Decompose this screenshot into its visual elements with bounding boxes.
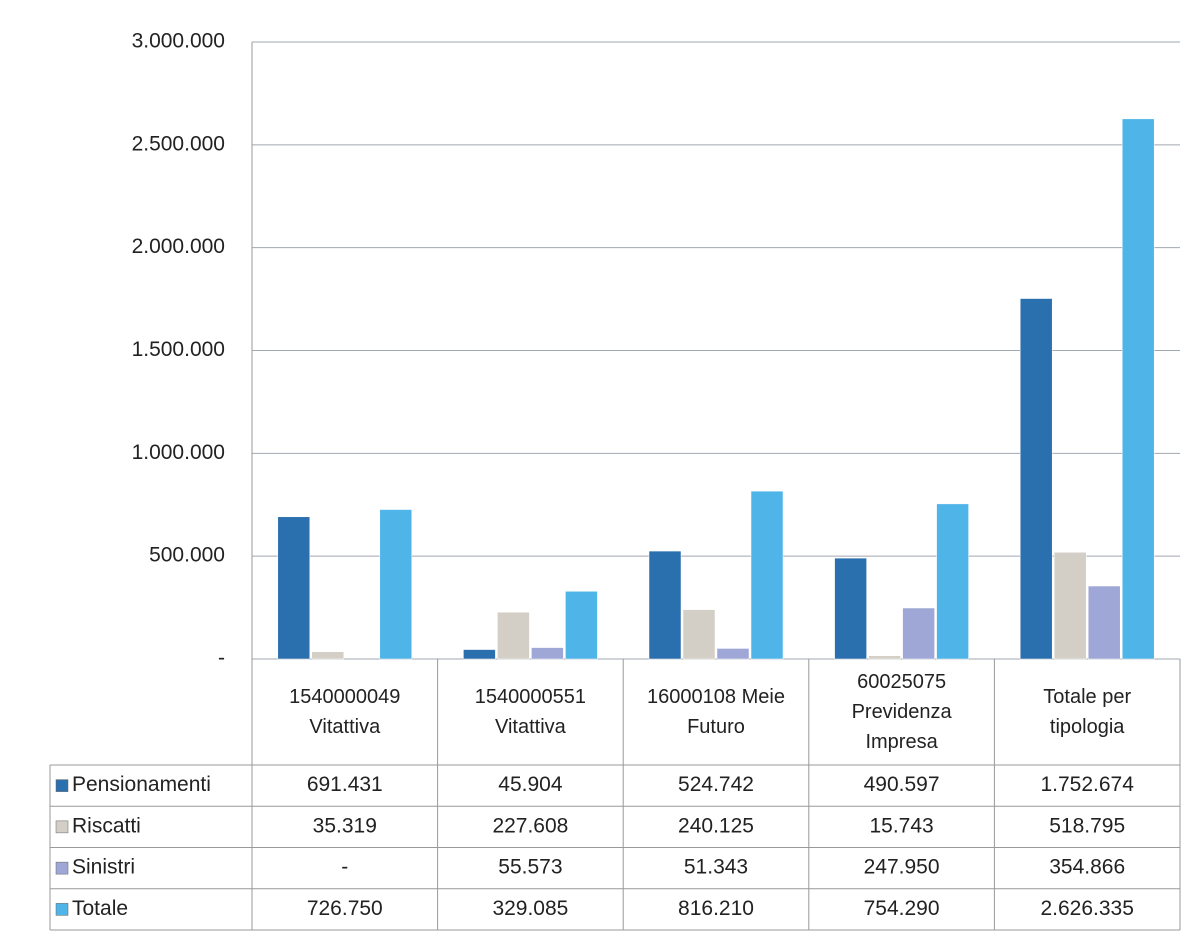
- bar: [531, 647, 564, 660]
- table-value: 524.742: [678, 773, 754, 796]
- bar: [379, 509, 413, 660]
- y-tick-label: 1.000.000: [132, 441, 225, 464]
- category-label: Totale per tipologia: [1043, 686, 1132, 738]
- table-value: 354.866: [1049, 856, 1125, 879]
- bar: [1019, 298, 1053, 660]
- table-value: 518.795: [1049, 814, 1125, 837]
- table-value: 35.319: [313, 814, 377, 837]
- bar: [463, 649, 496, 660]
- category-label: 1540000551 Vitattiva: [474, 686, 586, 738]
- bar: [497, 611, 530, 660]
- y-tick-label: 2.500.000: [132, 132, 225, 155]
- table-value: -: [341, 856, 348, 879]
- legend-label: Totale: [72, 897, 128, 920]
- table-value: 240.125: [678, 814, 754, 837]
- y-tick-label: 1.500.000: [132, 338, 225, 361]
- table-value: 227.608: [492, 814, 568, 837]
- legend-label: Pensionamenti: [72, 773, 211, 796]
- bar: [936, 503, 969, 660]
- table-value: 247.950: [864, 856, 940, 879]
- legend-label: Sinistri: [72, 856, 135, 879]
- legend-label: Riscatti: [72, 814, 141, 837]
- bar: [902, 607, 935, 660]
- category-label: 1540000049 Vitattiva: [289, 686, 401, 738]
- bar: [311, 651, 345, 660]
- bar: [648, 550, 682, 660]
- bar: [1121, 118, 1155, 660]
- legend-marker: [55, 820, 69, 834]
- y-tick-label: 500.000: [149, 544, 225, 567]
- y-tick-label: 2.000.000: [132, 235, 225, 258]
- table-value: 45.904: [498, 773, 563, 796]
- legend-marker: [55, 779, 69, 792]
- legend-marker: [55, 861, 69, 875]
- bar: [750, 490, 784, 660]
- table-value: 55.573: [498, 856, 562, 879]
- table-value: 726.750: [307, 897, 383, 920]
- bar: [834, 557, 867, 660]
- category-label: 16000108 Meie Futuro: [647, 686, 785, 738]
- table-value: 2.626.335: [1040, 897, 1133, 920]
- table-value: 329.085: [492, 897, 568, 920]
- bar: [682, 609, 716, 660]
- bar: [1053, 552, 1087, 660]
- table-value: 1.752.674: [1040, 773, 1134, 796]
- table-value: 490.597: [864, 773, 940, 796]
- y-tick-label: -: [218, 647, 225, 670]
- table-value: 754.290: [864, 897, 940, 920]
- table-value: 51.343: [684, 856, 748, 879]
- table-value: 816.210: [678, 897, 754, 920]
- legend-marker: [55, 903, 69, 916]
- category-label: 60025075 Previdenza Impresa: [851, 671, 952, 753]
- bar: [565, 591, 598, 660]
- bar: [716, 648, 750, 660]
- table-value: 691.431: [307, 773, 383, 796]
- table-value: 15.743: [869, 814, 933, 837]
- bar: [1087, 585, 1121, 660]
- y-tick-label: 3.000.000: [132, 30, 225, 53]
- bar: [277, 516, 311, 660]
- bar: [868, 655, 901, 660]
